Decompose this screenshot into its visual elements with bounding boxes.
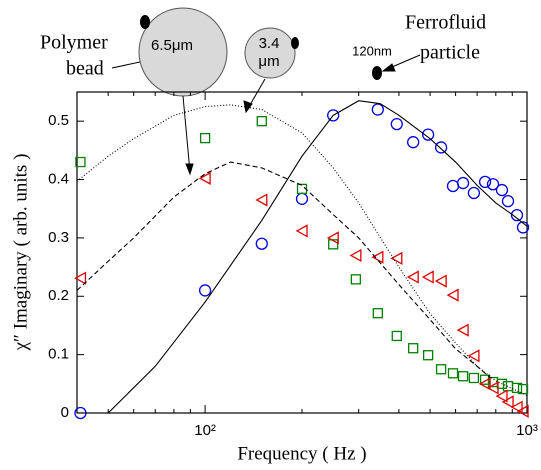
circle-marker bbox=[516, 221, 530, 234]
circle-marker bbox=[510, 208, 524, 222]
circle-marker bbox=[495, 183, 509, 197]
square-marker bbox=[328, 239, 339, 250]
y-tick-label: 0.5 bbox=[48, 112, 69, 129]
triangle-marker bbox=[516, 404, 529, 418]
circle-marker bbox=[456, 176, 470, 190]
y-tick-label: 0.3 bbox=[48, 229, 69, 246]
triangle-marker bbox=[495, 389, 508, 403]
square-marker bbox=[256, 116, 267, 127]
x-tick-label: 10² bbox=[194, 422, 216, 439]
circle-marker bbox=[501, 194, 515, 208]
annotation: Polymer bbox=[40, 32, 108, 54]
x-tick-label: 10³ bbox=[516, 422, 538, 439]
square-marker bbox=[502, 381, 514, 392]
circle-marker bbox=[467, 186, 481, 200]
triangle-marker bbox=[390, 251, 403, 265]
annotation: 3.4 bbox=[259, 35, 280, 52]
triangle-marker bbox=[255, 193, 268, 207]
annotation: 120nm bbox=[352, 43, 392, 58]
triangle-marker bbox=[371, 250, 384, 264]
circle-marker bbox=[198, 284, 212, 297]
bead-small bbox=[244, 27, 296, 79]
plot-frame bbox=[76, 91, 528, 414]
square-marker bbox=[422, 350, 434, 361]
square-marker bbox=[447, 368, 459, 379]
triangle-marker bbox=[421, 270, 434, 284]
triangle-marker bbox=[295, 224, 308, 238]
triangle-marker bbox=[74, 271, 87, 285]
particle-dot bbox=[291, 37, 299, 49]
square-marker bbox=[408, 343, 419, 354]
y-axis-label: χ″ Imaginary ( arb. units ) bbox=[10, 154, 31, 352]
triangle-marker bbox=[501, 395, 514, 409]
x-axis-label: Frequency ( Hz ) bbox=[237, 443, 366, 464]
fit-curve bbox=[107, 100, 528, 414]
square-marker bbox=[75, 156, 86, 168]
triangle-marker bbox=[446, 288, 459, 302]
triangle-marker bbox=[456, 323, 469, 337]
circle-marker bbox=[434, 141, 448, 154]
square-marker bbox=[435, 364, 447, 375]
circle-marker bbox=[446, 179, 460, 193]
triangle-marker bbox=[326, 231, 339, 245]
annotation: particle bbox=[420, 42, 480, 64]
square-marker bbox=[372, 308, 383, 319]
triangle-marker bbox=[467, 349, 480, 363]
circle-marker bbox=[327, 109, 340, 122]
square-marker bbox=[511, 382, 523, 394]
circle-marker bbox=[74, 406, 87, 420]
fit-curve bbox=[76, 161, 491, 379]
fit-curve bbox=[76, 104, 528, 396]
triangle-marker bbox=[478, 377, 491, 391]
annotation: Ferrofluid bbox=[405, 12, 486, 34]
circle-marker bbox=[371, 103, 384, 116]
circle-marker bbox=[486, 178, 500, 191]
circle-marker bbox=[407, 136, 420, 149]
circle-marker bbox=[478, 175, 492, 189]
circle-marker bbox=[421, 128, 435, 141]
square-marker bbox=[350, 274, 362, 285]
particle-dot bbox=[372, 66, 382, 80]
triangle-marker bbox=[486, 381, 499, 395]
square-marker bbox=[457, 371, 469, 382]
y-tick-label: 0 bbox=[61, 404, 69, 421]
square-marker bbox=[391, 330, 402, 342]
square-marker bbox=[199, 132, 211, 144]
circle-marker bbox=[390, 117, 403, 131]
square-marker bbox=[517, 383, 529, 395]
triangle-marker bbox=[198, 171, 211, 185]
square-marker bbox=[468, 372, 480, 384]
triangle-marker bbox=[434, 274, 447, 288]
circle-marker bbox=[295, 192, 309, 205]
annotation: 6.5μm bbox=[151, 37, 193, 54]
triangle-marker bbox=[349, 248, 362, 263]
annotation: μm bbox=[258, 53, 279, 70]
y-tick-label: 0.2 bbox=[48, 287, 69, 304]
triangle-marker bbox=[406, 270, 419, 284]
y-tick-label: 0.1 bbox=[48, 346, 69, 363]
particle-dot bbox=[140, 15, 150, 29]
circle-marker bbox=[255, 237, 268, 250]
triangle-marker bbox=[510, 400, 523, 414]
y-tick-label: 0.4 bbox=[48, 171, 69, 188]
annotation: bead bbox=[66, 58, 104, 80]
